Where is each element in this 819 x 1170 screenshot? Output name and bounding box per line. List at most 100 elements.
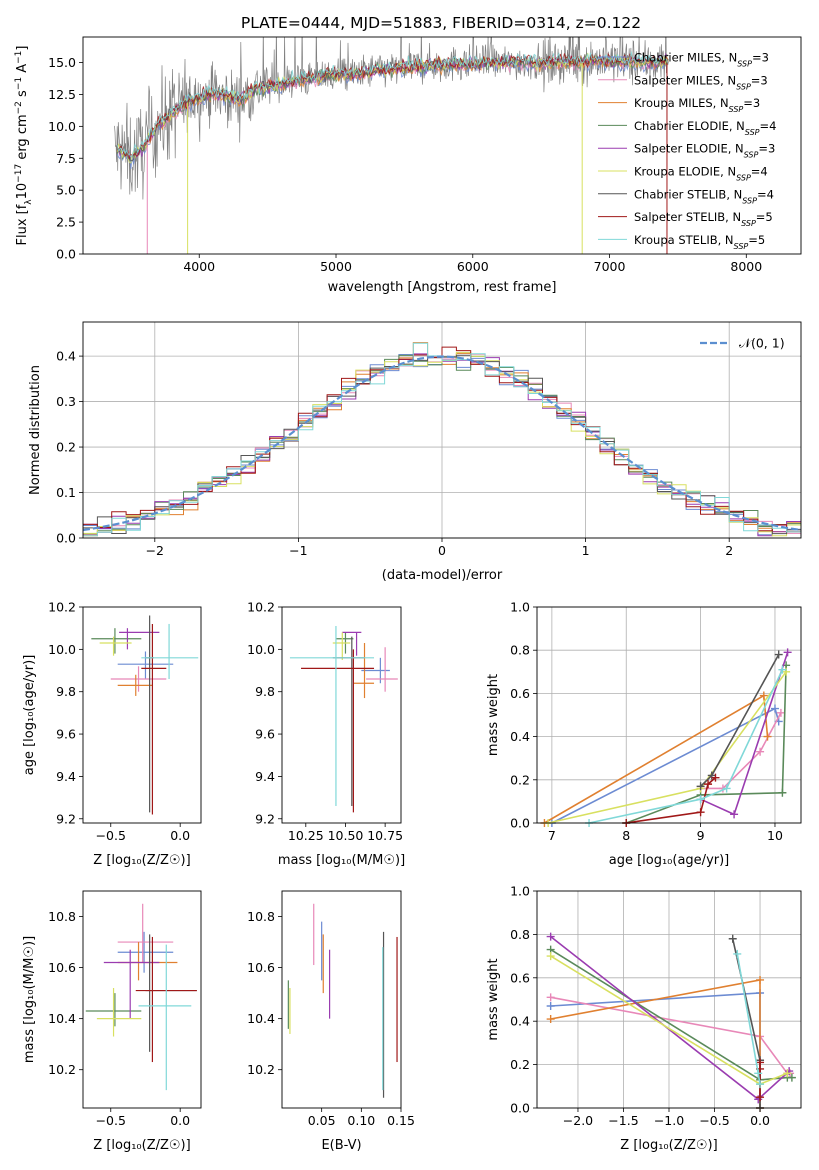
- weight-marker: [770, 704, 779, 713]
- y-tick-label: 1.0: [510, 884, 530, 899]
- y-tick-label: 9.6: [56, 727, 76, 742]
- legend-text: Kroupa STELIB, N: [634, 233, 734, 247]
- x-axis-label: (data-model)/error: [382, 568, 503, 583]
- weight-marker: [546, 952, 555, 961]
- axes-frame: [82, 890, 202, 1109]
- mass_vs_ebv-errorbars: [287, 903, 398, 1098]
- weight-marker: [783, 1069, 792, 1078]
- y-tick-label: 2.5: [56, 215, 76, 230]
- weight-marker: [774, 650, 783, 659]
- weight-marker: [696, 795, 705, 804]
- y-tick-label: 10.6: [247, 960, 275, 975]
- y-tick-label: 9.8: [56, 684, 76, 699]
- legend-sub: SSP: [737, 59, 752, 68]
- y-tick-label: 9.2: [255, 811, 275, 826]
- figure-title: PLATE=0444, MJD=51883, FIBERID=0314, z=0…: [241, 14, 641, 32]
- x-tick-label: 10: [767, 828, 783, 843]
- legend-sub: SSP: [745, 127, 760, 136]
- x-tick-label: 5000: [320, 259, 352, 274]
- weight-marker: [763, 732, 772, 741]
- y-tick-label: 10.0: [48, 642, 76, 657]
- x-axis-label: Z [log₁₀(Z/Z☉)]: [620, 1138, 717, 1153]
- legend-sub: SSP: [734, 241, 749, 250]
- y-tick-label: 9.2: [56, 811, 76, 826]
- weight-marker: [696, 808, 705, 817]
- y-tick-label: 10.8: [48, 909, 76, 924]
- legend-text: =4: [751, 165, 768, 179]
- y-tick-label: 9.6: [255, 727, 275, 742]
- legend-sub: SSP: [729, 105, 744, 114]
- x-tick-label: −2.0: [563, 1113, 593, 1128]
- legend-entry: Chabrier ELODIE, NSSP=4: [634, 119, 776, 137]
- weight-marker: [730, 810, 739, 819]
- weight-marker: [546, 1002, 555, 1011]
- y-tick-label: 1.0: [510, 600, 530, 615]
- x-tick-label: 10.75: [367, 828, 403, 843]
- x-axis-label: age [log₁₀(age/yr)]: [609, 853, 730, 868]
- weight-marker: [783, 648, 792, 657]
- legend-text: =4: [757, 187, 774, 201]
- y-label-part: erg cm: [15, 114, 30, 163]
- y-label-part: A: [15, 64, 30, 77]
- legend-text: Salpeter MILES, N: [634, 73, 736, 87]
- weight-marker: [756, 747, 765, 756]
- y-tick-label: 0.2: [510, 772, 530, 787]
- spectrum-axes: 4000 5000 6000 7000 8000 0.0 2.5 5.0 7.5 10.0 12.5…: [48, 55, 762, 274]
- x-tick-label: 4000: [183, 259, 215, 274]
- legend-entry: Kroupa MILES, NSSP=3: [634, 96, 760, 114]
- y-tick-label: 0.1: [56, 485, 76, 500]
- x-tick-label: 6000: [457, 259, 489, 274]
- legend-text: =3: [743, 96, 760, 110]
- age_vs_Z-errorbars: [91, 615, 199, 815]
- y-tick-label: 10.2: [48, 1062, 76, 1077]
- mass_vs_Z-errorbars: [85, 903, 197, 1091]
- x-axis-label: mass [log₁₀(M/M☉)]: [278, 853, 405, 868]
- y-tick-label: 10.4: [247, 1011, 275, 1026]
- legend-text: =3: [751, 73, 768, 87]
- model-spectrum-kroupa-stelib: [116, 50, 669, 159]
- x-tick-label: 0.0: [750, 1113, 770, 1128]
- y-label-part: −1: [14, 77, 24, 90]
- legend-entry: Kroupa ELODIE, NSSP=4: [634, 165, 768, 183]
- x-tick-label: −1: [289, 543, 307, 558]
- weight-marker: [711, 773, 720, 782]
- weight-marker: [778, 665, 787, 674]
- model-spectrum-salpeter-stelib: [116, 52, 669, 160]
- age_vs_mass-axes: 10.25 10.50 10.75 9.2 9.4 9.6 9.8 10.0 10.2: [247, 600, 403, 844]
- y-tick-label: 0.4: [510, 729, 530, 744]
- y-tick-label: 7.5: [56, 151, 76, 166]
- legend-text: Chabrier ELODIE, N: [634, 119, 745, 133]
- y-tick-label: 10.0: [48, 119, 76, 134]
- legend-entry: Salpeter ELODIE, NSSP=3: [634, 142, 775, 160]
- weight-marker: [776, 708, 785, 717]
- y-axis-label: mass weight: [486, 674, 501, 756]
- y-axis-label: mass [log₁₀(M/M☉)]: [22, 936, 37, 1063]
- legend-entry: Chabrier STELIB, NSSP=4: [634, 187, 774, 205]
- x-tick-label: 8000: [730, 259, 762, 274]
- x-tick-label: 0.0: [170, 828, 190, 843]
- y-tick-label: 0.0: [510, 816, 530, 831]
- y-label-part: −1: [14, 51, 24, 64]
- x-tick-label: 0.15: [387, 1113, 415, 1128]
- x-tick-label: 7: [548, 828, 556, 843]
- y-tick-label: 9.8: [255, 684, 275, 699]
- weight-marker: [546, 993, 555, 1002]
- weight_vs_Z-lines: [546, 932, 796, 1112]
- y-tick-label: 5.0: [56, 183, 76, 198]
- legend-text: =3: [758, 142, 775, 156]
- legend-entry: Salpeter STELIB, NSSP=5: [634, 210, 773, 228]
- x-tick-label: −0.5: [699, 1113, 729, 1128]
- legend-sub: SSP: [741, 219, 756, 228]
- y-label-part: s: [15, 90, 30, 101]
- weight-marker: [756, 1080, 765, 1089]
- axes-frame: [82, 321, 802, 539]
- figure-panels: 4000 5000 6000 7000 80000.02.55.07.510.012.5…: [14, 36, 802, 1153]
- y-tick-label: 10.2: [247, 600, 275, 615]
- weight-marker: [787, 1073, 796, 1082]
- weight_vs_age-lines: [540, 648, 792, 827]
- x-tick-label: 0: [438, 543, 446, 558]
- weight-marker: [756, 975, 765, 984]
- legend-text: Chabrier STELIB, N: [634, 187, 742, 201]
- age_vs_mass-errorbars: [289, 626, 398, 813]
